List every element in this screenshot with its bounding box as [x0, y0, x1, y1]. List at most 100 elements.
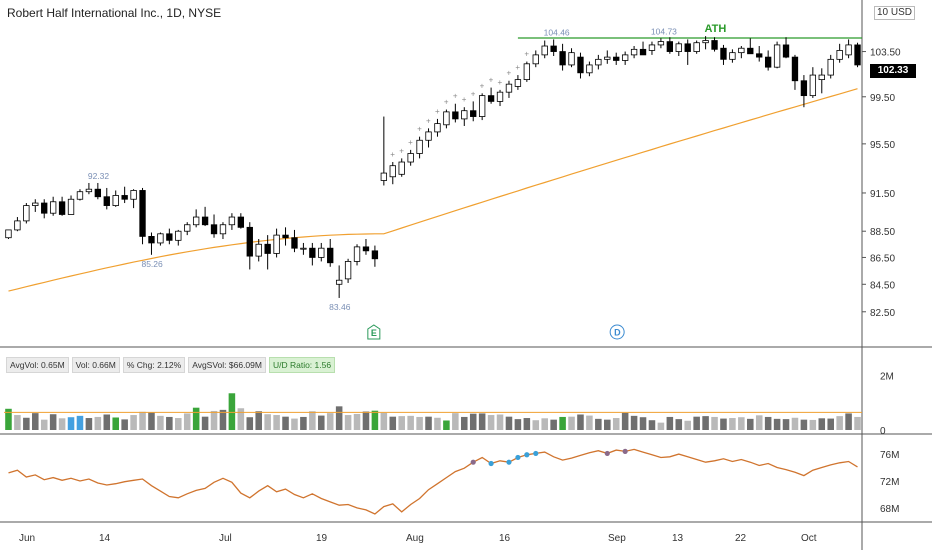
volume-bar	[586, 415, 593, 430]
candle-down	[764, 56, 772, 68]
candle-up	[496, 91, 504, 102]
plus-marker: +	[453, 92, 458, 101]
candle-down	[487, 95, 495, 102]
candle-up	[738, 47, 745, 54]
candle-up	[434, 123, 441, 133]
price-annotation: 83.46	[329, 302, 351, 312]
candle-up	[532, 54, 539, 65]
candle-down	[103, 196, 110, 206]
rs-highlight-point	[506, 459, 512, 465]
candle-up	[219, 224, 227, 235]
volume-bar	[14, 415, 21, 430]
candle-up	[67, 198, 75, 215]
earnings-marker-label: E	[371, 328, 377, 338]
candle-up	[827, 58, 834, 76]
volume-bar	[246, 417, 254, 430]
moving-average-line	[8, 88, 858, 292]
volume-bar	[836, 416, 843, 430]
candle-down	[166, 233, 173, 241]
candle-down	[201, 216, 209, 226]
candle-up	[425, 131, 432, 141]
pct-change-stat: % Chg: 2.12%	[122, 357, 186, 373]
candle-up	[398, 161, 405, 175]
candle-up	[273, 234, 280, 254]
volume-bar	[183, 413, 191, 430]
rs-tick-label: 68M	[880, 504, 899, 515]
candle-down	[639, 48, 647, 56]
volume-bar	[469, 413, 477, 430]
volume-bar	[514, 419, 522, 430]
volume-bar	[175, 418, 182, 430]
candle-down	[782, 44, 790, 58]
volume-bar	[389, 416, 397, 430]
candle-up	[255, 243, 262, 257]
candle-down	[362, 246, 370, 252]
volume-bar	[461, 416, 468, 430]
candle-up	[505, 83, 513, 93]
candle-down	[559, 51, 566, 66]
volume-bar	[273, 415, 280, 430]
candle-down	[237, 216, 245, 228]
volume-bar	[747, 418, 754, 430]
ud-ratio-stat: U/D Ratio: 1.56	[268, 357, 336, 373]
candle-up	[157, 233, 164, 244]
candle-up	[49, 201, 57, 214]
volume-bar	[371, 410, 379, 430]
x-tick-label: Jul	[219, 533, 232, 544]
plus-marker: +	[444, 98, 449, 107]
candle-up	[630, 48, 638, 56]
volume-bar	[67, 417, 75, 430]
volume-bar	[818, 418, 826, 430]
volume-bar	[487, 415, 495, 430]
plus-marker: +	[408, 138, 413, 147]
price-annotation: 92.32	[88, 171, 110, 181]
volume-bar	[416, 416, 423, 430]
volume-bar	[577, 414, 584, 430]
price-annotation: 85.26	[141, 259, 163, 269]
y-tick-label: 95.50	[870, 140, 895, 151]
volume-bar	[595, 418, 602, 430]
candle-up	[175, 230, 182, 241]
volume-bar	[407, 415, 414, 430]
volume-bar	[684, 420, 691, 430]
candle-up	[85, 188, 93, 193]
volume-bar	[23, 417, 30, 430]
rs-tick-label: 76M	[880, 450, 899, 461]
last-price-badge: 102.33	[870, 64, 916, 78]
plus-marker: +	[417, 125, 422, 134]
volume-bar	[604, 419, 611, 430]
candle-up	[380, 172, 388, 181]
currency-label[interactable]: 10 USD	[874, 6, 916, 20]
candle-up	[586, 64, 593, 74]
volume-bar	[612, 418, 620, 430]
plus-marker: +	[515, 63, 520, 72]
candle-up	[648, 44, 656, 51]
plus-marker: +	[480, 81, 485, 90]
volume-bar	[738, 417, 745, 430]
volume-bar	[85, 418, 93, 430]
volume-bar	[318, 415, 325, 430]
volume-bar	[729, 418, 736, 430]
volume-tick-label: 2M	[880, 372, 894, 383]
rs-tick-label: 72M	[880, 477, 899, 488]
candle-down	[121, 195, 128, 200]
x-tick-label: Sep	[608, 533, 626, 544]
volume-bar	[434, 417, 441, 430]
candle-up	[675, 43, 682, 52]
volume-bar	[335, 406, 343, 430]
candle-down	[327, 247, 334, 264]
x-tick-label: 16	[499, 533, 511, 544]
plus-marker: +	[471, 89, 476, 98]
dividend-marker-icon	[609, 324, 625, 340]
volume-bar	[845, 413, 852, 430]
y-tick-label: 99.50	[870, 93, 895, 104]
ath-label: ATH	[705, 23, 727, 35]
candle-up	[729, 52, 736, 60]
candle-up	[773, 44, 781, 68]
avg-volume-stat: AvgVol: 0.65M	[6, 357, 69, 373]
volume-bar	[255, 411, 262, 430]
candle-up	[184, 224, 191, 232]
x-tick-label: 13	[672, 533, 684, 544]
candle-up	[443, 111, 450, 126]
